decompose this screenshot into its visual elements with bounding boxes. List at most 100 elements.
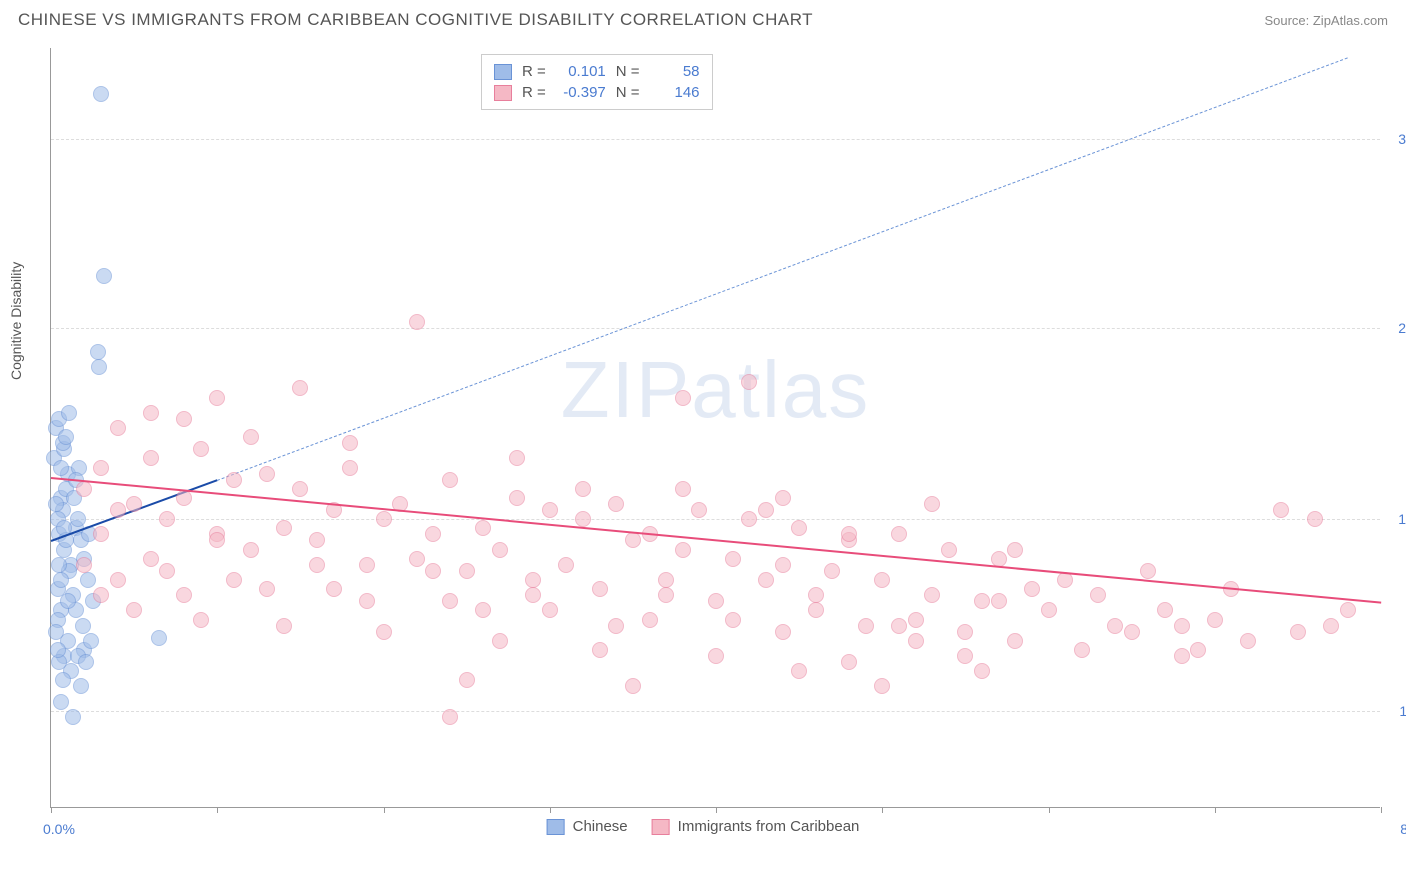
data-point xyxy=(758,502,774,518)
scatter-chart: ZIPatlas R =0.101N =58R =-0.397N =146 0.… xyxy=(50,48,1380,808)
data-point xyxy=(126,602,142,618)
data-point xyxy=(891,526,907,542)
data-point xyxy=(143,551,159,567)
legend-label: Chinese xyxy=(573,818,628,835)
data-point xyxy=(55,672,71,688)
data-point xyxy=(276,520,292,536)
data-point xyxy=(1041,602,1057,618)
data-point xyxy=(309,557,325,573)
data-point xyxy=(1340,602,1356,618)
data-point xyxy=(691,502,707,518)
header: CHINESE VS IMMIGRANTS FROM CARIBBEAN COG… xyxy=(0,0,1406,36)
x-tick xyxy=(384,807,385,813)
data-point xyxy=(53,694,69,710)
data-point xyxy=(475,602,491,618)
data-point xyxy=(492,542,508,558)
data-point xyxy=(442,709,458,725)
data-point xyxy=(96,268,112,284)
legend-swatch xyxy=(494,85,512,101)
data-point xyxy=(209,390,225,406)
data-point xyxy=(1290,624,1306,640)
data-point xyxy=(48,496,64,512)
data-point xyxy=(70,511,86,527)
data-point xyxy=(53,572,69,588)
data-point xyxy=(891,618,907,634)
x-tick xyxy=(1215,807,1216,813)
stat-n-value: 146 xyxy=(650,84,700,101)
data-point xyxy=(58,429,74,445)
data-point xyxy=(874,678,890,694)
trend-line xyxy=(51,477,1381,604)
data-point xyxy=(509,490,525,506)
y-tick-label: 23.8% xyxy=(1398,320,1406,336)
data-point xyxy=(53,460,69,476)
data-point xyxy=(974,663,990,679)
data-point xyxy=(326,581,342,597)
data-point xyxy=(924,496,940,512)
data-point xyxy=(858,618,874,634)
x-min-label: 0.0% xyxy=(43,821,75,837)
stat-r-label: R = xyxy=(522,84,546,101)
data-point xyxy=(525,587,541,603)
x-tick xyxy=(1049,807,1050,813)
data-point xyxy=(1007,542,1023,558)
data-point xyxy=(1207,612,1223,628)
data-point xyxy=(775,490,791,506)
data-point xyxy=(1074,642,1090,658)
data-point xyxy=(791,663,807,679)
data-point xyxy=(359,557,375,573)
stat-r-value: -0.397 xyxy=(556,84,606,101)
data-point xyxy=(359,593,375,609)
data-point xyxy=(658,572,674,588)
data-point xyxy=(841,654,857,670)
stat-r-label: R = xyxy=(522,63,546,80)
data-point xyxy=(93,86,109,102)
data-point xyxy=(110,572,126,588)
stat-row: R =-0.397N =146 xyxy=(494,82,700,103)
legend-item: Chinese xyxy=(547,818,628,835)
data-point xyxy=(176,411,192,427)
data-point xyxy=(1157,602,1173,618)
data-point xyxy=(924,587,940,603)
legend-swatch xyxy=(494,64,512,80)
gridline xyxy=(51,328,1380,329)
data-point xyxy=(243,429,259,445)
data-point xyxy=(1240,633,1256,649)
data-point xyxy=(93,526,109,542)
data-point xyxy=(725,551,741,567)
data-point xyxy=(575,511,591,527)
x-tick xyxy=(1381,807,1382,813)
data-point xyxy=(1273,502,1289,518)
data-point xyxy=(126,496,142,512)
y-tick-label: 30.0% xyxy=(1398,131,1406,147)
data-point xyxy=(1107,618,1123,634)
trend-line xyxy=(217,57,1348,480)
data-point xyxy=(342,435,358,451)
data-point xyxy=(708,648,724,664)
data-point xyxy=(110,420,126,436)
x-max-label: 80.0% xyxy=(1400,821,1406,837)
data-point xyxy=(741,511,757,527)
data-point xyxy=(276,618,292,634)
data-point xyxy=(110,502,126,518)
data-point xyxy=(1323,618,1339,634)
data-point xyxy=(226,472,242,488)
data-point xyxy=(1124,624,1140,640)
legend-swatch xyxy=(652,819,670,835)
data-point xyxy=(525,572,541,588)
data-point xyxy=(941,542,957,558)
gridline xyxy=(51,711,1380,712)
data-point xyxy=(143,405,159,421)
data-point xyxy=(542,502,558,518)
legend-label: Immigrants from Caribbean xyxy=(678,818,860,835)
data-point xyxy=(93,587,109,603)
data-point xyxy=(159,511,175,527)
stat-n-label: N = xyxy=(616,63,640,80)
data-point xyxy=(90,344,106,360)
x-tick xyxy=(882,807,883,813)
data-point xyxy=(159,563,175,579)
x-tick xyxy=(217,807,218,813)
data-point xyxy=(1174,648,1190,664)
stat-n-value: 58 xyxy=(650,63,700,80)
data-point xyxy=(808,587,824,603)
